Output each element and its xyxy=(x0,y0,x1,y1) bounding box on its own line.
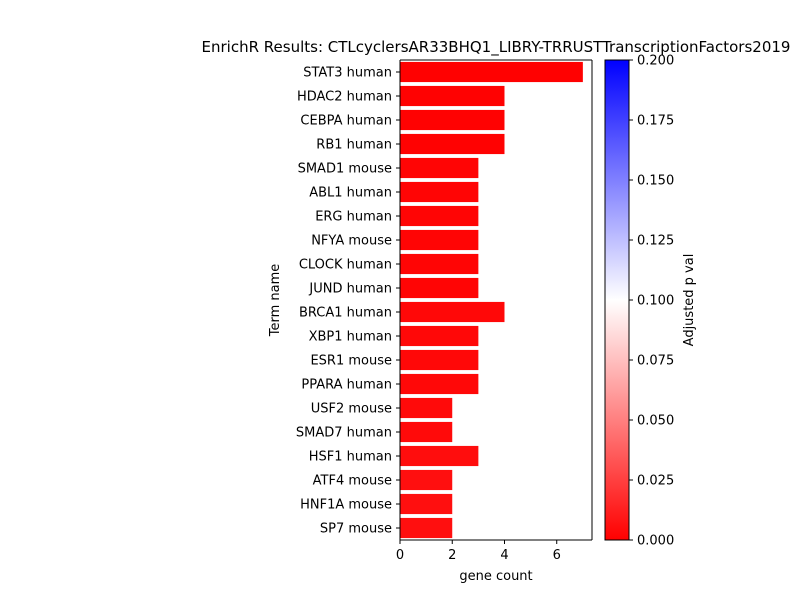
colorbar-tick-label: 0.000 xyxy=(637,534,674,549)
y-tick-label: NFYA mouse xyxy=(311,234,392,249)
bar xyxy=(400,373,479,395)
bar xyxy=(400,397,453,419)
bar xyxy=(400,253,479,275)
bar xyxy=(400,109,505,131)
y-tick-label: USF2 mouse xyxy=(311,402,392,417)
y-tick-label: BRCA1 human xyxy=(299,306,392,321)
bar xyxy=(400,61,583,83)
x-tick-label: 4 xyxy=(500,548,508,563)
colorbar-ticks: 0.000 0.025 0.050 0.075 0.100 0.125 0.150 0.175… xyxy=(629,54,674,549)
bar xyxy=(400,469,453,491)
x-axis-label: gene count xyxy=(459,569,532,584)
colorbar-tick-label: 0.075 xyxy=(637,354,674,369)
y-tick-label: SP7 mouse xyxy=(320,522,392,537)
x-ticks: 0 2 4 6 xyxy=(396,540,561,563)
colorbar-tick-label: 0.175 xyxy=(637,114,674,129)
y-tick-label: HDAC2 human xyxy=(297,90,392,105)
colorbar-label: Adjusted p val xyxy=(682,254,697,347)
y-tick-label: ESR1 mouse xyxy=(310,354,392,369)
y-tick-label: ATF4 mouse xyxy=(313,474,392,489)
chart-title: EnrichR Results: CTLcyclersAR33BHQ1_LIBR… xyxy=(202,38,791,57)
colorbar xyxy=(604,59,630,541)
bar xyxy=(400,517,453,539)
y-tick-label: CEBPA human xyxy=(300,114,392,129)
colorbar-tick-label: 0.125 xyxy=(637,234,674,249)
y-tick-label: PPARA human xyxy=(301,378,392,393)
bars-group xyxy=(400,61,583,539)
y-tick-label: ERG human xyxy=(315,210,392,225)
y-tick-label: HNF1A mouse xyxy=(300,498,392,513)
y-axis-label: Term name xyxy=(268,264,283,338)
colorbar-tick-label: 0.050 xyxy=(637,414,674,429)
bar xyxy=(400,301,505,323)
x-tick-label: 0 xyxy=(396,548,404,563)
y-tick-label: XBP1 human xyxy=(309,330,392,345)
y-tick-label: RB1 human xyxy=(316,138,392,153)
colorbar-tick-label: 0.150 xyxy=(637,174,674,189)
y-tick-labels: STAT3 human HDAC2 human CEBPA human RB1 hum… xyxy=(296,66,400,537)
y-tick-label: SMAD7 human xyxy=(296,426,392,441)
bar xyxy=(400,157,479,179)
y-tick-label: HSF1 human xyxy=(309,450,392,465)
bar xyxy=(400,205,479,227)
bar xyxy=(400,421,453,443)
bar xyxy=(400,325,479,347)
y-tick-label: CLOCK human xyxy=(299,258,392,273)
y-tick-label: SMAD1 mouse xyxy=(298,162,392,177)
y-tick-label: ABL1 human xyxy=(309,186,392,201)
x-tick-label: 6 xyxy=(553,548,561,563)
bar xyxy=(400,229,479,251)
x-tick-label: 2 xyxy=(448,548,456,563)
colorbar-tick-label: 0.200 xyxy=(637,54,674,69)
bar xyxy=(400,133,505,155)
bar xyxy=(400,445,479,467)
bar xyxy=(400,277,479,299)
colorbar-tick-label: 0.100 xyxy=(637,294,674,309)
bar xyxy=(400,493,453,515)
bar xyxy=(400,349,479,371)
y-tick-label: STAT3 human xyxy=(303,66,392,81)
bar xyxy=(400,85,505,107)
y-tick-label: JUND human xyxy=(308,282,392,297)
colorbar-tick-label: 0.025 xyxy=(637,474,674,489)
bar xyxy=(400,181,479,203)
